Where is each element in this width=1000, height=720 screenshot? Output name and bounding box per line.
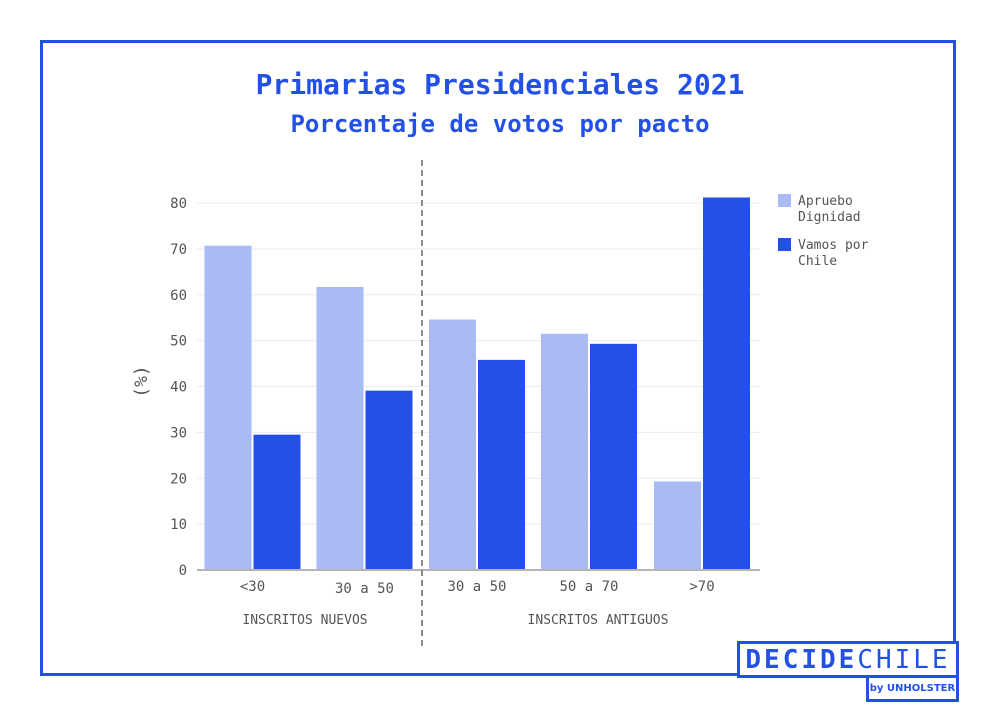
legend-swatch <box>778 238 791 251</box>
legend-label: Vamos por <box>798 238 869 253</box>
logo-word-chile: CHILE <box>857 644 951 675</box>
x-tick-label: <30 <box>240 579 265 595</box>
bar-apruebo-3 <box>541 333 588 570</box>
legend-label: Dignidad <box>798 210 861 225</box>
y-axis-label: (%) <box>131 365 152 398</box>
y-tick-label: 50 <box>170 334 187 350</box>
y-tick-label: 70 <box>170 242 187 258</box>
group-label: INSCRITOS NUEVOS <box>242 613 367 628</box>
x-tick-label: 30 a 50 <box>447 579 506 595</box>
logo-word-decide: DECIDE <box>745 644 858 675</box>
bar-vamos-1 <box>365 390 413 570</box>
bar-apruebo-1 <box>316 286 364 570</box>
y-tick-label: 10 <box>170 517 187 533</box>
legend-swatch <box>778 194 791 207</box>
legend-label: Chile <box>798 254 837 269</box>
x-tick-label: >70 <box>689 579 714 595</box>
bar-apruebo-4 <box>654 481 701 570</box>
chart-title: Primarias Presidenciales 2021 <box>255 68 745 101</box>
legend-label: Apruebo <box>798 194 853 209</box>
y-tick-label: 60 <box>170 288 187 304</box>
group-label: INSCRITOS ANTIGUOS <box>528 613 669 628</box>
bar-vamos-2 <box>478 359 525 570</box>
bar-vamos-4 <box>703 197 750 570</box>
decidechile-logo: DECIDE CHILE <box>737 641 959 678</box>
bar-apruebo-2 <box>429 319 476 570</box>
x-tick-label: 50 a 70 <box>559 579 618 595</box>
y-tick-label: 0 <box>179 563 187 579</box>
y-tick-label: 30 <box>170 425 187 441</box>
bar-apruebo-0 <box>204 245 252 570</box>
bar-vamos-3 <box>590 343 637 570</box>
x-tick-label: 30 a 50 <box>335 581 394 597</box>
bar-vamos-0 <box>253 434 301 570</box>
chart-frame <box>40 40 956 676</box>
logo-by-unholster: by UNHOLSTER <box>866 678 959 702</box>
y-tick-label: 40 <box>170 380 187 396</box>
y-tick-label: 20 <box>170 471 187 487</box>
chart-subtitle: Porcentaje de votos por pacto <box>290 110 710 138</box>
y-tick-label: 80 <box>170 196 187 212</box>
